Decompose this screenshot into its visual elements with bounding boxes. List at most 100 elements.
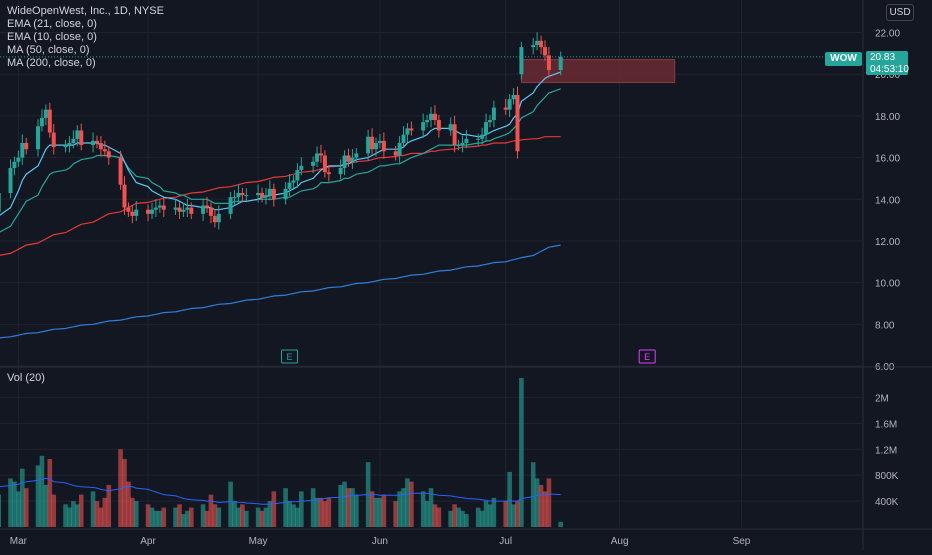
chart-legend: WideOpenWest, Inc., 1D, NYSE EMA (21, cl…	[7, 5, 164, 70]
time-tick-label: Mar	[10, 536, 28, 547]
indicator-ma50[interactable]: MA (50, close, 0)	[7, 44, 90, 56]
candle	[228, 191, 233, 220]
candle-body	[460, 142, 465, 146]
candle	[318, 144, 323, 163]
volume-bar	[377, 497, 383, 527]
candle	[476, 133, 481, 147]
candle-body	[421, 122, 426, 131]
earnings-marker-label: E	[644, 352, 650, 362]
volume-bar	[232, 501, 237, 527]
candle-body	[130, 211, 135, 216]
candle-body	[149, 209, 154, 214]
volume-pane-label[interactable]: Vol (20)	[7, 372, 45, 384]
candle	[546, 46, 551, 78]
volume-bar	[216, 507, 222, 527]
candle	[47, 102, 52, 138]
candle-body	[397, 142, 402, 156]
candle	[244, 188, 249, 201]
candle-body	[511, 95, 516, 100]
candle	[342, 150, 347, 176]
candle	[43, 104, 48, 126]
volume-tick-label: 800K	[875, 471, 899, 482]
candle-body	[122, 184, 127, 208]
candle-body	[484, 122, 489, 135]
volume-bar	[507, 471, 512, 527]
candle-body	[208, 207, 213, 216]
candle	[491, 100, 496, 128]
candle	[79, 123, 84, 151]
volume-bar	[405, 478, 410, 527]
candle	[287, 174, 292, 197]
candle-body	[173, 207, 178, 210]
time-tick-label: May	[249, 536, 268, 547]
indicator-ma200[interactable]: MA (200, close, 0)	[7, 57, 96, 69]
candle	[519, 41, 524, 80]
volume-tick-label: 1.6M	[875, 419, 897, 430]
earnings-marker[interactable]: E	[638, 349, 656, 364]
indicator-ema10[interactable]: EMA (10, close, 0)	[7, 31, 97, 43]
price-tick-label: 10.00	[875, 279, 900, 290]
candle	[8, 159, 13, 199]
ema21-line	[0, 88, 561, 233]
candle-body	[91, 140, 96, 146]
candle-body	[542, 47, 547, 56]
candle-body	[432, 113, 437, 121]
indicator-ema21[interactable]: EMA (21, close, 0)	[7, 18, 97, 30]
volume-bar	[153, 510, 159, 527]
candle-body	[102, 149, 107, 152]
volume-bar	[200, 504, 206, 527]
volume-ma-line	[0, 477, 561, 505]
candle	[91, 132, 96, 153]
candle	[157, 200, 162, 213]
candle	[256, 184, 261, 203]
volume-bar	[420, 491, 426, 527]
candle-body	[436, 120, 441, 131]
candle	[299, 157, 304, 176]
volume-bar	[244, 510, 249, 527]
ma50-line	[0, 136, 561, 256]
symbol-title[interactable]: WideOpenWest, Inc., 1D, NYSE	[7, 5, 164, 17]
volume-bar	[71, 501, 76, 527]
candle-body	[244, 195, 249, 197]
volume-bar	[326, 497, 332, 527]
candle-body	[12, 161, 17, 168]
candle	[263, 188, 268, 205]
candle-body	[71, 138, 76, 143]
candle-body	[181, 209, 186, 212]
volume-bar	[558, 521, 564, 527]
volume-bar	[342, 481, 347, 527]
candle	[429, 106, 434, 128]
volume-tick-label: 1.2M	[875, 445, 897, 456]
volume-bar	[538, 484, 544, 527]
current-price-label: 20.83	[870, 52, 896, 63]
candle-body	[487, 120, 492, 123]
candle	[177, 202, 182, 220]
candle-body	[283, 188, 288, 200]
candle	[75, 125, 80, 147]
volume-bar	[145, 504, 151, 527]
candle	[346, 148, 351, 167]
volume-bar	[346, 488, 351, 527]
candle-body	[63, 145, 68, 148]
volume-bar	[39, 455, 45, 527]
earnings-marker-label: E	[287, 352, 293, 362]
candle-body	[354, 153, 359, 158]
earnings-marker[interactable]: E	[281, 349, 299, 364]
candle	[36, 119, 41, 157]
candle	[39, 109, 44, 132]
volume-bar	[0, 494, 2, 527]
volume-bar	[90, 491, 96, 527]
price-tick-label: 14.00	[875, 195, 900, 206]
candle	[236, 184, 241, 203]
currency-button[interactable]: USD	[886, 4, 914, 21]
candle	[338, 159, 343, 180]
volume-bar	[350, 488, 355, 527]
candle-body	[464, 138, 469, 143]
volume-bar	[295, 507, 300, 527]
candle	[0, 193, 1, 212]
volume-bar	[314, 497, 320, 527]
volume-bar	[157, 510, 163, 527]
